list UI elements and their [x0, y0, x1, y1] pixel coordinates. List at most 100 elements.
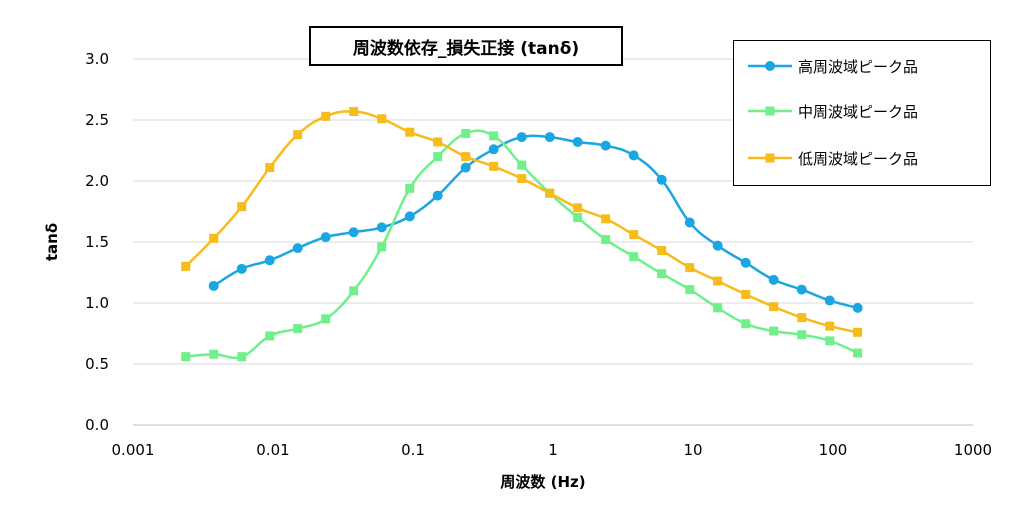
legend-label-high: 高周波域ピーク品 [798, 57, 919, 76]
data-point [404, 211, 415, 222]
data-point [628, 150, 639, 161]
data-point [237, 202, 247, 212]
series-1 [181, 128, 863, 362]
data-point [321, 111, 331, 121]
series-2 [181, 106, 863, 337]
data-point [489, 131, 499, 141]
data-point [657, 269, 667, 279]
data-point [768, 274, 779, 285]
data-point [685, 263, 695, 273]
legend-marker-mid [748, 106, 792, 116]
data-point [853, 348, 863, 358]
data-point [461, 128, 471, 138]
data-point [433, 152, 443, 162]
data-point [741, 289, 751, 299]
data-point [517, 160, 527, 170]
data-point [797, 313, 807, 323]
data-point [572, 136, 583, 147]
data-point [517, 174, 527, 184]
data-point [657, 246, 667, 256]
data-point [265, 163, 275, 173]
data-point [236, 263, 247, 274]
series-0 [208, 132, 863, 313]
data-point [292, 243, 303, 254]
data-point [237, 352, 247, 362]
legend-item-mid: 中周波域ピーク品 [748, 101, 918, 121]
x-tick-label: 0.01 [256, 441, 289, 459]
gridlines [133, 58, 973, 426]
y-tick-label: 3.0 [85, 50, 109, 68]
data-point [824, 295, 835, 306]
data-point [349, 286, 359, 296]
legend-marker-high [748, 61, 792, 71]
data-point [321, 314, 331, 324]
data-point [377, 242, 387, 252]
data-point [293, 130, 303, 140]
data-point [432, 190, 443, 201]
y-tick-label: 2.0 [85, 172, 109, 190]
y-axis-title: tanδ [43, 223, 61, 261]
data-point [320, 232, 331, 243]
y-tick-label: 1.0 [85, 294, 109, 312]
y-tick-label: 0.0 [85, 416, 109, 434]
data-point [600, 140, 611, 151]
chart-title-box: 周波数依存_損失正接 (tanδ) [309, 26, 623, 66]
legend-label-mid: 中周波域ピーク品 [798, 102, 919, 121]
data-point [405, 183, 415, 193]
data-point [209, 233, 219, 243]
data-point [629, 230, 639, 240]
data-point [713, 276, 723, 286]
data-point [461, 152, 471, 162]
data-point [684, 217, 695, 228]
data-point [769, 302, 779, 312]
legend: 高周波域ピーク品 中周波域ピーク品 低周波域ピーク品 [733, 40, 991, 186]
data-point [181, 352, 191, 362]
legend-label-low: 低周波域ピーク品 [798, 149, 919, 168]
data-point [685, 285, 695, 295]
data-point [349, 106, 359, 116]
x-tick-label: 0.001 [112, 441, 155, 459]
data-point [629, 252, 639, 262]
x-tick-label: 0.1 [401, 441, 425, 459]
data-point [825, 336, 835, 346]
data-point [516, 132, 527, 143]
data-point [433, 137, 443, 147]
data-point [713, 303, 723, 313]
data-point [293, 324, 303, 334]
y-tick-label: 1.5 [85, 233, 109, 251]
data-point [264, 255, 275, 266]
data-point [573, 213, 583, 223]
data-point [769, 326, 779, 336]
data-point [460, 162, 471, 173]
data-point [853, 327, 863, 337]
y-tick-label: 0.5 [85, 355, 109, 373]
x-axis-title: 周波数 (Hz) [500, 473, 585, 491]
x-tick-label: 1000 [954, 441, 992, 459]
x-tick-label: 100 [819, 441, 848, 459]
x-tick-label: 1 [548, 441, 558, 459]
legend-item-high: 高周波域ピーク品 [748, 56, 918, 76]
data-point [825, 321, 835, 331]
data-point [797, 330, 807, 340]
y-tick-labels: 0.0 0.5 1.0 1.5 2.0 2.5 3.0 [85, 50, 109, 434]
chart-title: 周波数依存_損失正接 (tanδ) [352, 38, 580, 59]
data-point [601, 235, 611, 245]
data-point [488, 144, 499, 155]
data-point [573, 203, 583, 213]
data-point [209, 349, 219, 359]
data-point [545, 188, 555, 198]
data-point [740, 257, 751, 268]
data-point [712, 240, 723, 251]
data-point [544, 132, 555, 143]
series-layer [181, 106, 863, 362]
data-point [601, 214, 611, 224]
data-point [348, 227, 359, 238]
data-point [405, 127, 415, 137]
legend-item-low: 低周波域ピーク品 [748, 148, 918, 168]
data-point [656, 174, 667, 185]
data-point [796, 284, 807, 295]
data-point [181, 261, 191, 271]
y-tick-label: 2.5 [85, 111, 109, 129]
data-point [489, 161, 499, 171]
